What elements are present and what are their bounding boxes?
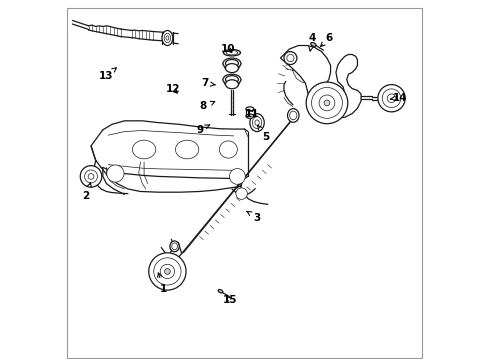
Text: 5: 5 [257, 125, 269, 142]
Circle shape [88, 174, 94, 179]
Text: 2: 2 [82, 183, 91, 201]
Ellipse shape [169, 241, 179, 252]
Text: 7: 7 [201, 78, 215, 88]
Polygon shape [280, 45, 360, 118]
Ellipse shape [223, 58, 241, 69]
Circle shape [284, 51, 296, 64]
Ellipse shape [164, 33, 170, 42]
Text: 10: 10 [221, 44, 235, 54]
Circle shape [324, 100, 329, 106]
Ellipse shape [289, 111, 296, 120]
FancyBboxPatch shape [67, 8, 421, 357]
Ellipse shape [225, 64, 238, 73]
Circle shape [319, 95, 334, 111]
Text: 15: 15 [223, 295, 237, 305]
Circle shape [148, 253, 185, 290]
Circle shape [235, 188, 247, 199]
Circle shape [305, 82, 347, 124]
Ellipse shape [225, 80, 238, 89]
Ellipse shape [171, 243, 177, 250]
Circle shape [229, 168, 244, 184]
Circle shape [80, 166, 102, 187]
Ellipse shape [223, 49, 240, 56]
Ellipse shape [219, 141, 237, 158]
Text: 3: 3 [246, 211, 260, 222]
Circle shape [286, 54, 293, 62]
Ellipse shape [252, 117, 261, 129]
Ellipse shape [165, 36, 168, 40]
Circle shape [311, 87, 342, 118]
Circle shape [377, 85, 405, 112]
Circle shape [106, 165, 124, 182]
Text: 13: 13 [99, 68, 116, 81]
Ellipse shape [225, 76, 238, 84]
Ellipse shape [225, 59, 238, 67]
Text: 4: 4 [308, 33, 316, 51]
Ellipse shape [162, 31, 172, 45]
Circle shape [386, 94, 395, 103]
Circle shape [382, 89, 400, 108]
Text: 12: 12 [165, 84, 180, 94]
Ellipse shape [249, 114, 264, 132]
Ellipse shape [175, 140, 198, 159]
Ellipse shape [254, 120, 259, 125]
Text: 1: 1 [157, 273, 167, 294]
Text: 9: 9 [196, 125, 209, 135]
Circle shape [160, 264, 174, 279]
Ellipse shape [310, 42, 315, 46]
Circle shape [153, 258, 181, 285]
Text: 14: 14 [389, 93, 407, 103]
Circle shape [164, 269, 170, 274]
Ellipse shape [218, 289, 223, 293]
Ellipse shape [245, 107, 253, 111]
Ellipse shape [226, 50, 237, 55]
Ellipse shape [132, 140, 155, 159]
Circle shape [84, 170, 97, 183]
Text: 8: 8 [199, 101, 214, 112]
Text: 6: 6 [320, 33, 332, 46]
Text: 11: 11 [244, 109, 258, 119]
Ellipse shape [287, 109, 298, 122]
Ellipse shape [245, 114, 253, 118]
Ellipse shape [223, 74, 241, 85]
